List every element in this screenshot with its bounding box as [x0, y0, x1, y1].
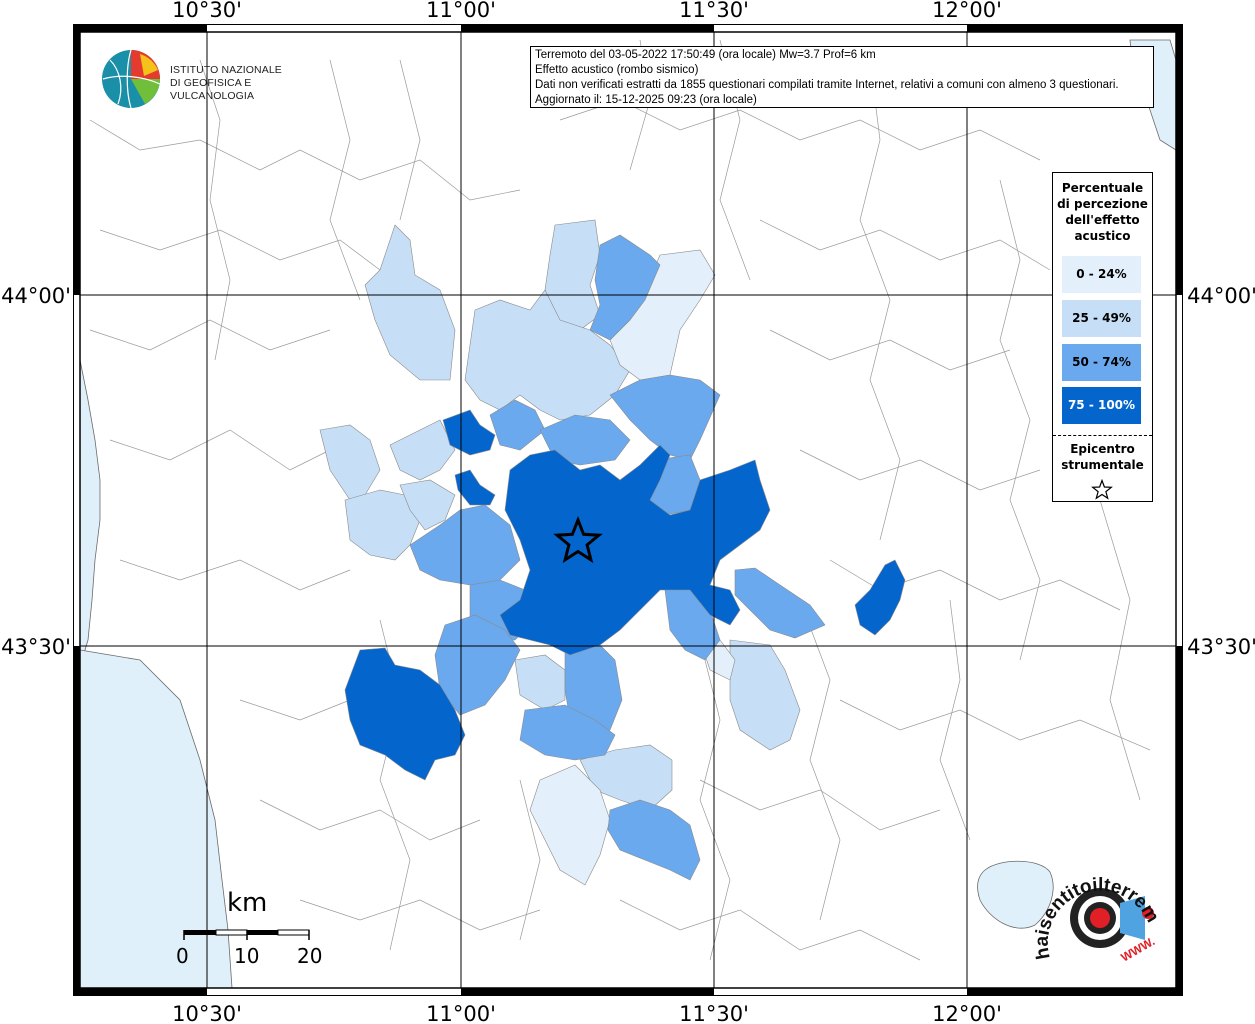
- region-light: [544, 219, 601, 331]
- lon-label-bottom: 12°00': [932, 1002, 1002, 1024]
- legend-title-line: dell'effetto: [1065, 213, 1140, 227]
- region-light: [399, 479, 456, 531]
- haisentito-logo: haisentitoilterremoto.it WWW.: [1020, 858, 1163, 965]
- legend-title: Percentuale di percezione dell'effetto a…: [1053, 180, 1152, 244]
- frame-border: [73, 24, 1183, 996]
- globe-icon: [102, 49, 161, 109]
- legend-class-0: 0 - 24%: [1062, 256, 1141, 293]
- legend-title-line: Percentuale: [1061, 181, 1144, 195]
- region-mid: [609, 374, 721, 461]
- epicenter-star-icon: [553, 515, 603, 564]
- lat-label-left: 44°00': [1, 284, 71, 308]
- legend-class-2: 50 - 74%: [1062, 344, 1141, 381]
- region-mid: [409, 504, 521, 586]
- region-light: [364, 224, 456, 381]
- star-icon: [1091, 479, 1113, 500]
- scale-unit: km: [227, 888, 268, 918]
- event-title: Terremoto del 03-05-2022 17:50:49 (ora l…: [535, 49, 876, 61]
- legend-divider: [1053, 435, 1152, 436]
- event-info-box: Terremoto del 03-05-2022 17:50:49 (ora l…: [530, 46, 1154, 108]
- scale-tick-label: 20: [297, 944, 323, 968]
- legend-epicenter-label: Epicentro strumentale: [1053, 441, 1152, 473]
- legend-class-1: 25 - 49%: [1062, 300, 1141, 337]
- region-light: [514, 654, 566, 711]
- institution-line: ISTITUTO NAZIONALE: [170, 64, 282, 76]
- map-legend: Percentuale di percezione dell'effetto a…: [1052, 172, 1153, 502]
- region-light: [729, 639, 801, 751]
- graticule: [80, 32, 1176, 988]
- scale-bar: [183, 929, 310, 940]
- lat-label-right: 43°30': [1187, 635, 1255, 659]
- watermark-url: WWW.: [1119, 934, 1158, 964]
- region-mid: [434, 614, 521, 716]
- region-mid: [589, 234, 661, 341]
- region-dark: [854, 559, 906, 636]
- scale-tick-label: 0: [176, 944, 189, 968]
- region-lightest: [529, 764, 611, 886]
- region-mid: [564, 639, 623, 736]
- lake-bottom-right: [977, 860, 1054, 929]
- region-mid: [519, 704, 616, 761]
- ingv-logo: ISTITUTO NAZIONALE DI GEOFISICA E VULCAN…: [100, 48, 330, 110]
- lon-label-top: 11°30': [679, 0, 749, 22]
- lon-label-top: 12°00': [932, 0, 1002, 22]
- region-mid: [734, 567, 826, 639]
- region-dark: [344, 647, 466, 781]
- lon-label-bottom: 11°00': [426, 1002, 496, 1024]
- lon-label-top: 10°30': [172, 0, 242, 22]
- region-mid: [607, 799, 701, 881]
- legend-epicenter-line: Epicentro: [1070, 442, 1135, 456]
- update-time: Aggiornato il: 15-12-2025 09:23 (ora loc…: [535, 94, 757, 106]
- legend-title-line: di percezione: [1057, 197, 1148, 211]
- region-light: [464, 289, 631, 421]
- region-light: [389, 419, 456, 481]
- lon-label-top: 11°00': [426, 0, 496, 22]
- institution-line: DI GEOFISICA E VULCANOLOGIA: [170, 77, 255, 102]
- scale-tick-label: 10: [234, 944, 260, 968]
- region-light: [319, 424, 381, 501]
- region-dark: [442, 409, 496, 456]
- lon-label-bottom: 11°30': [679, 1002, 749, 1024]
- effect-type: Effetto acustico (rombo sismico): [535, 64, 699, 76]
- region-dark: [499, 444, 771, 656]
- municipality-boundaries: [89, 39, 1151, 961]
- legend-class-3: 75 - 100%: [1062, 387, 1141, 424]
- data-note: Dati non verificati estratti da 1855 que…: [535, 79, 1119, 91]
- region-light: [579, 744, 673, 811]
- lon-label-bottom: 10°30': [172, 1002, 242, 1024]
- region-dark: [454, 469, 496, 506]
- lat-label-left: 43°30': [1, 635, 71, 659]
- legend-title-line: acustico: [1074, 229, 1131, 243]
- perception-regions: [319, 219, 906, 886]
- lat-label-right: 44°00': [1187, 284, 1255, 308]
- legend-epicenter-line: strumentale: [1061, 458, 1144, 472]
